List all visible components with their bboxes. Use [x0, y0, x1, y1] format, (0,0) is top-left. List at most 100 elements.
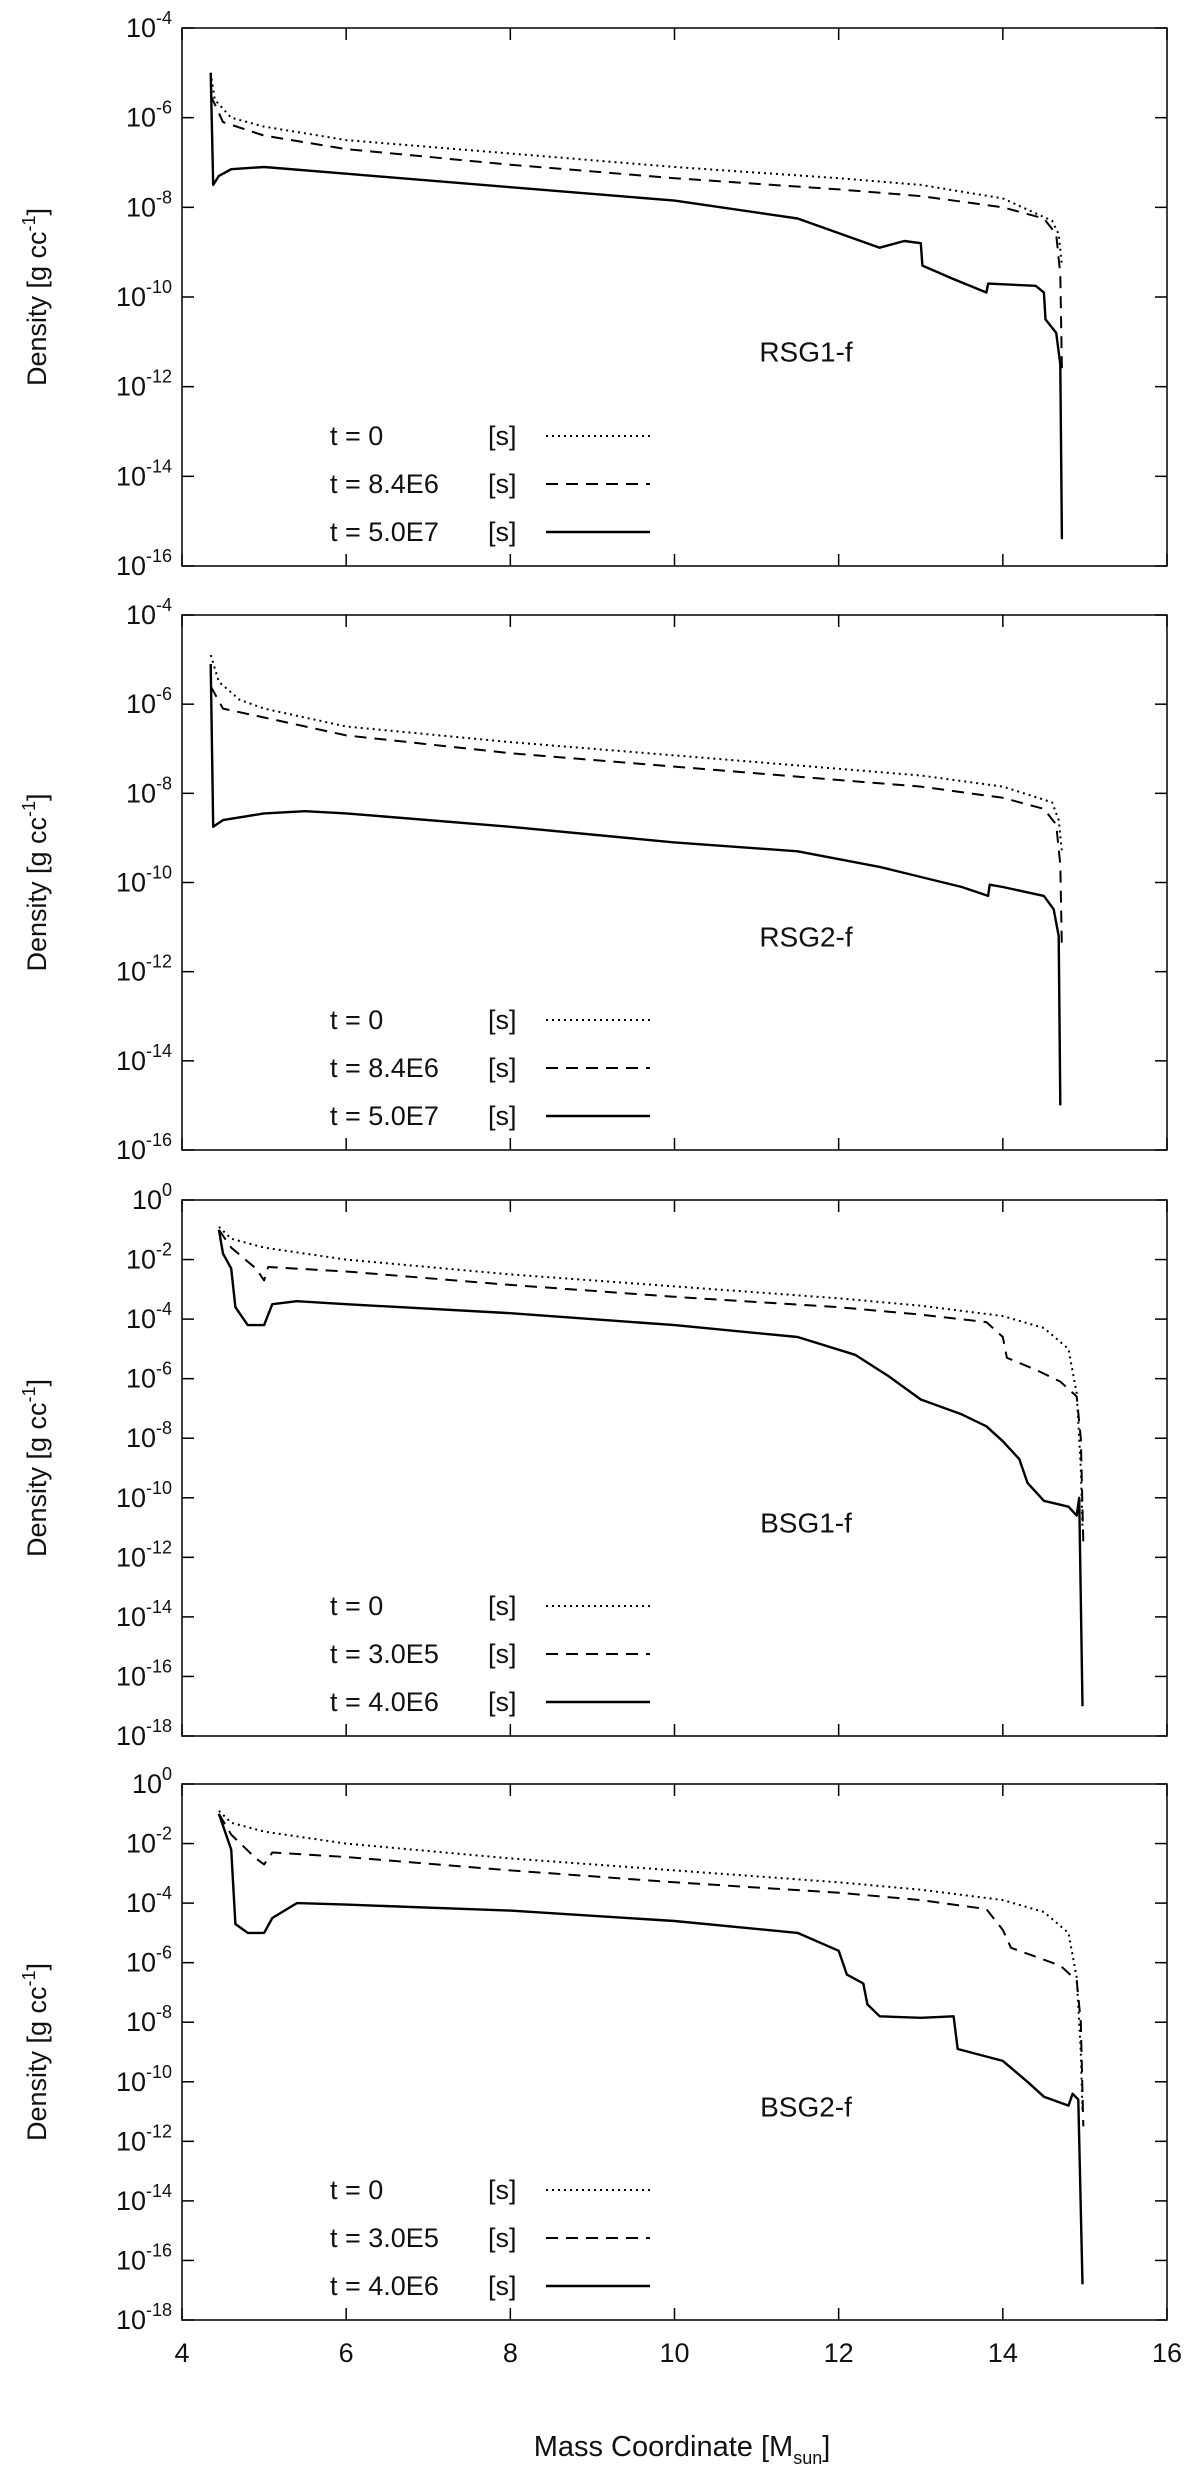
legend-label: t = 0 — [330, 421, 383, 451]
y-tick-exponent: -8 — [156, 1418, 172, 1438]
series-line-dashed — [209, 685, 1063, 950]
y-tick-label: 10-4 — [126, 1883, 172, 1918]
y-tick-exponent: -6 — [156, 1359, 172, 1379]
y-tick-label: 10-12 — [116, 1537, 172, 1572]
y-tick-base: 10 — [132, 1185, 162, 1215]
y-tick-exponent: -10 — [146, 863, 172, 883]
legend-unit: [s] — [488, 469, 517, 499]
x-axis-label: Mass Coordinate [Msun] — [534, 2431, 831, 2468]
y-axis-label-end: ] — [22, 208, 52, 216]
legend-unit: [s] — [488, 1053, 517, 1083]
y-tick-exponent: -6 — [156, 1943, 172, 1963]
y-tick-base: 10 — [116, 2126, 146, 2156]
y-tick-exponent: -2 — [156, 1824, 172, 1844]
y-tick-label: 10-14 — [116, 456, 172, 491]
y-tick-exponent: -4 — [156, 8, 172, 28]
series-line-dotted — [209, 72, 1063, 266]
y-tick-exponent: 0 — [162, 1764, 172, 1784]
y-axis-label-exponent: -1 — [19, 1386, 39, 1402]
y-tick-label: 10-10 — [116, 2062, 172, 2097]
y-tick-base: 10 — [116, 2186, 146, 2216]
y-tick-base: 10 — [116, 2305, 146, 2335]
y-tick-exponent: -4 — [156, 595, 172, 615]
y-tick-base: 10 — [132, 1769, 162, 1799]
y-tick-exponent: -10 — [146, 277, 172, 297]
y-tick-base: 10 — [126, 689, 156, 719]
y-tick-exponent: -6 — [156, 684, 172, 704]
y-tick-label: 10-14 — [116, 1041, 172, 1076]
legend-label: t = 4.0E6 — [330, 1687, 439, 1717]
y-tick-exponent: -18 — [146, 1716, 172, 1736]
y-tick-exponent: -4 — [156, 1299, 172, 1319]
y-tick-base: 10 — [116, 551, 146, 581]
y-tick-label: 100 — [132, 1764, 172, 1799]
series-line-dashed — [218, 1813, 1085, 2127]
y-tick-base: 10 — [126, 1245, 156, 1275]
y-tick-exponent: -14 — [146, 1597, 172, 1617]
y-axis-label-exponent: -1 — [19, 215, 39, 231]
y-tick-base: 10 — [126, 1364, 156, 1394]
y-tick-label: 10-6 — [126, 1943, 172, 1978]
series-line-dashed — [209, 94, 1063, 369]
x-tick-label: 6 — [339, 2338, 354, 2368]
panel-3: 10010-210-410-610-810-1010-1210-1410-161… — [19, 1764, 1182, 2368]
legend-label: t = 0 — [330, 1005, 383, 1035]
legend-unit: [s] — [488, 2223, 517, 2253]
y-tick-label: 10-18 — [116, 1716, 172, 1751]
y-tick-base: 10 — [126, 778, 156, 808]
y-tick-exponent: -16 — [146, 2240, 172, 2260]
y-tick-exponent: -16 — [146, 1656, 172, 1676]
legend-label: t = 3.0E5 — [330, 2223, 439, 2253]
panel-label: BSG1-f — [760, 1507, 852, 1538]
panel-1: 10-410-610-810-1010-1210-1410-16Density … — [19, 595, 1168, 1165]
y-tick-label: 10-16 — [116, 1656, 172, 1691]
legend-unit: [s] — [488, 2175, 517, 2205]
y-tick-label: 10-16 — [116, 546, 172, 581]
y-tick-base: 10 — [116, 1483, 146, 1513]
y-tick-exponent: -12 — [146, 952, 172, 972]
legend-unit: [s] — [488, 2271, 517, 2301]
y-tick-base: 10 — [126, 1948, 156, 1978]
x-tick-label: 14 — [988, 2338, 1018, 2368]
y-tick-exponent: 0 — [162, 1180, 172, 1200]
series-line-solid — [217, 1813, 1084, 2285]
y-tick-base: 10 — [126, 600, 156, 630]
y-tick-exponent: -6 — [156, 98, 172, 118]
y-tick-label: 10-18 — [116, 2300, 172, 2335]
y-tick-base: 10 — [116, 1135, 146, 1165]
y-tick-label: 10-8 — [126, 1418, 172, 1453]
y-tick-base: 10 — [126, 1423, 156, 1453]
y-tick-label: 10-10 — [116, 1478, 172, 1513]
legend-unit: [s] — [488, 1639, 517, 1669]
y-tick-base: 10 — [116, 2067, 146, 2097]
y-tick-label: 10-6 — [126, 684, 172, 719]
y-axis-label-main: Density [g cc — [22, 231, 52, 386]
y-tick-base: 10 — [126, 192, 156, 222]
y-tick-exponent: -10 — [146, 2062, 172, 2082]
y-tick-label: 100 — [132, 1180, 172, 1215]
y-tick-base: 10 — [116, 372, 146, 402]
series-line-dashed — [218, 1229, 1085, 1543]
y-tick-label: 10-6 — [126, 1359, 172, 1394]
y-tick-label: 10-12 — [116, 2121, 172, 2156]
y-tick-label: 10-8 — [126, 2002, 172, 2037]
y-tick-exponent: -8 — [156, 2002, 172, 2022]
y-axis-label: Density [g cc-1] — [19, 793, 52, 971]
legend-unit: [s] — [488, 517, 517, 547]
y-axis-label-main: Density [g cc — [22, 817, 52, 972]
y-tick-base: 10 — [116, 1046, 146, 1076]
legend-label: t = 8.4E6 — [330, 1053, 439, 1083]
legend-unit: [s] — [488, 421, 517, 451]
y-tick-exponent: -8 — [156, 773, 172, 793]
legend-label: t = 8.4E6 — [330, 469, 439, 499]
series-line-dotted — [209, 654, 1063, 852]
x-tick-label: 8 — [503, 2338, 518, 2368]
y-tick-label: 10-4 — [126, 1299, 172, 1334]
y-axis-label-exponent: -1 — [19, 801, 39, 817]
y-tick-base: 10 — [126, 103, 156, 133]
legend-label: t = 5.0E7 — [330, 517, 439, 547]
panel-label: RSG2-f — [759, 922, 853, 953]
y-axis-label-exponent: -1 — [19, 1970, 39, 1986]
y-axis-label-end: ] — [22, 1963, 52, 1971]
